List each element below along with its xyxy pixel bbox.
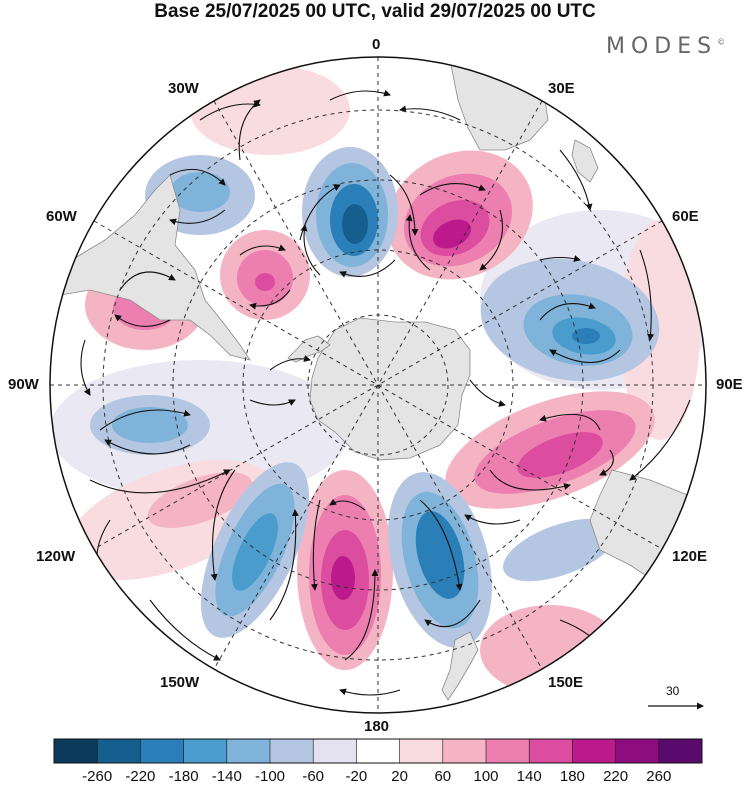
- colorbar-swatch: [140, 739, 185, 763]
- map-title: Base 25/07/2025 00 UTC, valid 29/07/2025…: [154, 1, 596, 22]
- graticule: [50, 57, 706, 713]
- colorbar-swatch: [356, 739, 401, 763]
- colorbar-swatch: [270, 739, 314, 763]
- colorbar-tick-label: 220: [603, 768, 629, 785]
- reference-vector-label: 30: [666, 684, 680, 698]
- positive-anomaly-170w: [297, 470, 393, 670]
- lon-label-90w: 90W: [8, 376, 39, 393]
- lon-label-120w: 120W: [36, 548, 76, 565]
- negative-anomaly-75e: [480, 258, 660, 382]
- lon-label-120e: 120E: [672, 548, 708, 565]
- colorbar-tick-label: -140: [211, 768, 242, 785]
- land-masses: [50, 59, 706, 701]
- colorbar-tick-label: 180: [559, 768, 585, 785]
- map-boundary: [49, 56, 707, 714]
- brand-mark: ©: [717, 37, 726, 47]
- colorbar-swatch: [313, 739, 357, 763]
- lon-label-150e: 150E: [548, 674, 584, 691]
- colorbar-tick-label: 260: [646, 768, 672, 785]
- anomaly-blob: [620, 220, 700, 440]
- negative-anomaly-100w: [90, 395, 210, 455]
- colorbar-swatch: [226, 739, 271, 763]
- negative-anomaly-145w: [200, 462, 310, 638]
- colorbar-swatch: [529, 739, 573, 763]
- colorbar-swatch: [658, 739, 703, 763]
- lon-label-180: 180: [364, 718, 390, 735]
- colorbar-tick-label: -20: [345, 768, 368, 785]
- lon-label-90e: 90E: [716, 376, 743, 393]
- colorbar-tick-label: -60: [302, 768, 325, 785]
- colorbar-tick-label: 140: [516, 768, 542, 785]
- lon-label-60e: 60E: [672, 208, 699, 225]
- colorbar-tick-label: -180: [168, 768, 199, 785]
- colorbar-swatch: [97, 739, 141, 763]
- madagascar: [571, 139, 599, 183]
- colorbar-tick-label: 60: [434, 768, 452, 785]
- colorbar-swatch: [442, 739, 487, 763]
- colorbar-swatch: [183, 739, 228, 763]
- negative-anomaly-130e: [502, 518, 618, 582]
- colorbar-tick-label: 20: [391, 768, 408, 785]
- modes-logo: MODES©: [606, 34, 725, 59]
- antarctica: [309, 317, 471, 461]
- new-zealand: [441, 631, 479, 701]
- lon-label-30e: 30E: [548, 80, 575, 97]
- map-field: [50, 57, 706, 713]
- lon-label-30w: 30W: [168, 80, 199, 97]
- brand-name: MODES: [606, 34, 718, 59]
- south-america: [50, 174, 251, 361]
- colorbar-swatch: [54, 739, 98, 763]
- colorbar-tick-label: -100: [254, 768, 286, 785]
- colorbar-swatch: [486, 739, 530, 763]
- colorbar-tick-label: -220: [125, 768, 156, 785]
- lon-label-60w: 60W: [46, 208, 77, 225]
- colorbar-swatch: [399, 739, 444, 763]
- colorbar-frame: [53, 738, 703, 764]
- colorbar: [53, 738, 703, 764]
- negative-anomaly-15w: [302, 147, 398, 277]
- colorbar-tick-label: -260: [82, 768, 113, 785]
- positive-anomaly-60w: [220, 230, 310, 320]
- anomaly-blob: [190, 65, 350, 155]
- positive-anomaly-120w: [147, 472, 253, 528]
- colorbar-swatch: [572, 739, 617, 763]
- lon-label-150w: 150W: [160, 674, 200, 691]
- colorbar-tick-label: 100: [473, 768, 499, 785]
- antarctic-peninsula: [287, 335, 331, 363]
- colorbar-swatch: [615, 739, 660, 763]
- lon-label-0: 0: [372, 36, 381, 53]
